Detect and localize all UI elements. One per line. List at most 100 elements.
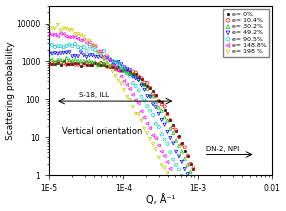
e= 49.2% [182, 167, 187, 171]
e= 148.8% [128, 87, 132, 91]
e= 0% [96, 62, 101, 66]
e= 148.8% [139, 110, 144, 113]
e= 10.4% [90, 62, 95, 65]
e= 148.8% [58, 32, 63, 35]
e= 148.8% [61, 32, 66, 36]
e= 49.2% [47, 52, 51, 55]
e= 198 % [125, 95, 129, 99]
e= 148.8% [70, 35, 75, 39]
e= 0% [148, 86, 152, 90]
e= 90.5% [151, 113, 155, 117]
e= 30.2% [131, 73, 135, 76]
e= 198 % [110, 70, 115, 73]
Text: Vertical orientation: Vertical orientation [62, 127, 143, 136]
e= 148.8% [108, 58, 112, 62]
e= 148.8% [102, 55, 106, 58]
e= 0% [55, 61, 60, 65]
e= 49.2% [113, 61, 118, 65]
e= 90.5% [93, 49, 98, 52]
e= 30.2% [162, 116, 167, 119]
e= 198 % [82, 35, 86, 38]
e= 10.4% [82, 63, 86, 66]
e= 10.4% [119, 69, 124, 72]
e= 90.5% [73, 42, 78, 46]
e= 90.5% [168, 151, 173, 154]
e= 148.8% [154, 137, 158, 140]
e= 148.8% [131, 93, 135, 96]
e= 90.5% [102, 49, 106, 53]
e= 198 % [122, 89, 126, 92]
e= 30.2% [110, 62, 115, 65]
e= 90.5% [108, 57, 112, 60]
e= 30.2% [168, 127, 173, 130]
e= 30.2% [180, 150, 184, 153]
e= 0% [128, 70, 132, 74]
e= 0% [165, 111, 170, 115]
e= 0% [99, 63, 104, 67]
e= 10.4% [142, 81, 147, 84]
e= 90.5% [136, 89, 141, 92]
e= 49.2% [79, 51, 83, 54]
e= 198 % [131, 105, 135, 109]
e= 49.2% [180, 160, 184, 164]
e= 49.2% [58, 52, 63, 55]
e= 30.2% [55, 58, 60, 61]
e= 148.8% [84, 42, 89, 45]
e= 198 % [128, 98, 132, 101]
e= 49.2% [125, 68, 129, 71]
e= 49.2% [122, 66, 126, 69]
e= 90.5% [139, 95, 144, 99]
e= 10.4% [99, 61, 104, 65]
e= 198 % [96, 51, 101, 54]
e= 198 % [102, 57, 106, 61]
e= 0% [90, 63, 95, 66]
e= 90.5% [58, 45, 63, 48]
e= 49.2% [67, 51, 72, 54]
e= 0% [70, 62, 75, 65]
e= 0% [125, 69, 129, 72]
e= 10.4% [47, 63, 51, 66]
e= 10.4% [96, 63, 101, 66]
e= 10.4% [110, 64, 115, 67]
e= 90.5% [96, 51, 101, 54]
e= 0% [182, 149, 187, 152]
e= 10.4% [131, 70, 135, 73]
e= 49.2% [82, 54, 86, 57]
e= 198 % [50, 27, 54, 30]
e= 0% [151, 90, 155, 93]
e= 0% [67, 63, 72, 66]
e= 30.2% [53, 61, 57, 64]
e= 30.2% [136, 77, 141, 81]
e= 90.5% [79, 46, 83, 50]
e= 148.8% [82, 38, 86, 42]
e= 0% [154, 93, 158, 97]
e= 30.2% [156, 106, 161, 109]
e= 0% [159, 100, 164, 103]
e= 49.2% [156, 112, 161, 115]
e= 0% [87, 64, 92, 67]
e= 148.8% [113, 65, 118, 69]
e= 198 % [79, 34, 83, 37]
e= 198 % [151, 143, 155, 146]
e= 49.2% [139, 84, 144, 87]
e= 90.5% [82, 46, 86, 49]
e= 10.4% [159, 103, 164, 106]
e= 10.4% [70, 62, 75, 65]
e= 198 % [139, 119, 144, 123]
e= 30.2% [61, 60, 66, 63]
e= 49.2% [102, 57, 106, 61]
e= 49.2% [84, 55, 89, 59]
e= 10.4% [61, 62, 66, 65]
Y-axis label: Scattering probability: Scattering probability [5, 41, 15, 140]
e= 30.2% [50, 58, 54, 61]
e= 198 % [64, 27, 69, 31]
e= 30.2% [165, 119, 170, 122]
e= 198 % [108, 65, 112, 68]
e= 148.8% [90, 44, 95, 47]
e= 90.5% [87, 45, 92, 48]
e= 148.8% [151, 134, 155, 137]
e= 49.2% [116, 60, 121, 64]
e= 148.8% [122, 80, 126, 83]
e= 198 % [116, 79, 121, 82]
e= 90.5% [174, 163, 178, 167]
